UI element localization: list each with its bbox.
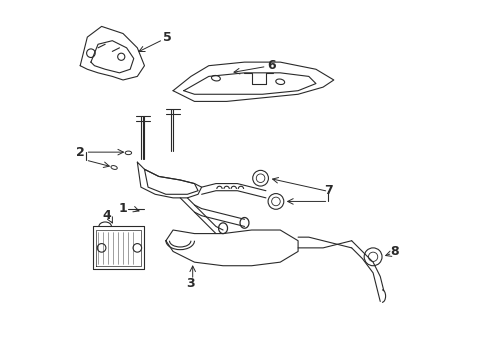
Text: 2: 2 <box>76 146 84 159</box>
Text: 7: 7 <box>324 184 332 197</box>
Text: 1: 1 <box>119 202 127 215</box>
Text: 3: 3 <box>186 277 195 290</box>
Text: 8: 8 <box>389 245 398 258</box>
Text: 6: 6 <box>266 59 275 72</box>
Text: 5: 5 <box>163 31 172 44</box>
Text: 4: 4 <box>102 209 111 222</box>
